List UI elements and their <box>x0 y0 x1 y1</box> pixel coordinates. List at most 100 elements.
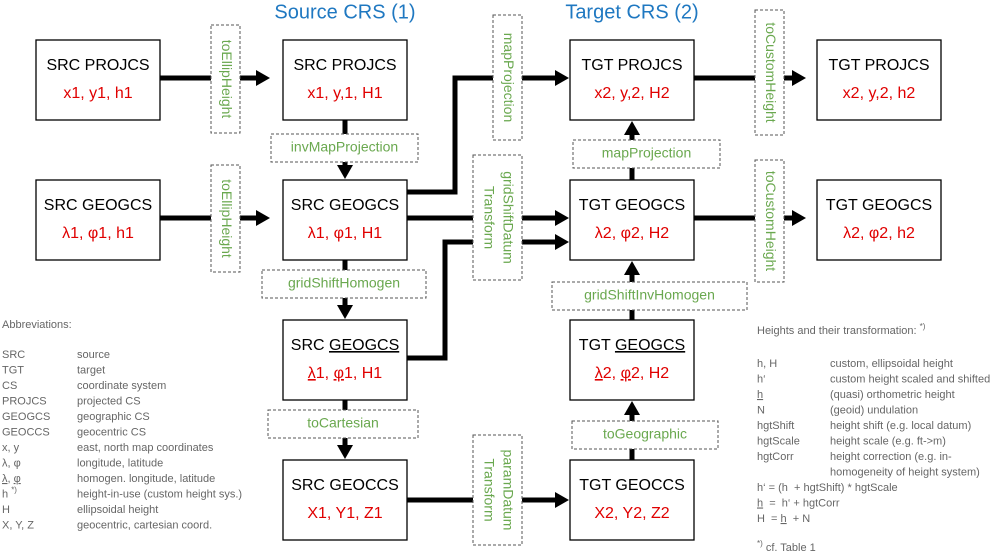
height-term: N <box>757 404 765 416</box>
arrow-head <box>624 261 640 275</box>
crs-coords: λ2, φ2, H2 <box>595 365 670 382</box>
operation-label: paramDatum <box>500 450 516 531</box>
height-meaning: custom height scaled and shifted <box>830 373 990 385</box>
abbreviation-part: φ <box>14 473 21 485</box>
arrow-head <box>555 492 569 508</box>
crs-box <box>282 319 408 401</box>
operation-box <box>267 409 419 439</box>
abbreviation-part: , <box>8 473 14 485</box>
crs-name: TGT PROJCS <box>581 57 682 74</box>
operation-box <box>210 24 241 134</box>
crs-name-part: SRC PROJCS <box>46 57 149 74</box>
height-term-part: hgtScale <box>757 435 800 447</box>
crs-name-part: SRC GEOGCS <box>291 197 399 214</box>
arrow-head <box>555 210 569 226</box>
crs-coords-part: X2, Y2, Z2 <box>594 505 669 522</box>
crs-name: SRC GEOGCS <box>291 337 399 354</box>
height-formula-part: = h‘ + hgtCorr <box>763 497 840 509</box>
height-meaning: height shift (e.g. local datum) <box>830 420 971 432</box>
arrow-head <box>555 234 569 250</box>
height-formula: h‘ = (h + hgtShift) * hgtScale <box>757 482 898 494</box>
crs-box <box>282 459 408 541</box>
crs-name-part: TGT GEOCCS <box>579 477 685 494</box>
crs-coords-part: x1, y,1, H1 <box>307 85 382 102</box>
crs-coords-part: λ1, φ1, h1 <box>62 225 134 242</box>
operation-label: Transform <box>481 458 497 521</box>
crs-box <box>569 39 695 121</box>
height-term-part: N <box>757 404 765 416</box>
arrow-head <box>256 210 270 226</box>
operation-box <box>270 133 419 163</box>
height-formula-part: H = <box>757 513 781 525</box>
height-term: h‘ <box>757 373 766 385</box>
footnote: *) cf. Table 1 <box>757 539 816 554</box>
crs-name: TGT GEOGCS <box>579 337 685 354</box>
crs-coords-part: x2, y,2, H2 <box>594 85 669 102</box>
operation-box <box>472 434 523 546</box>
operation-box <box>492 14 523 141</box>
abbreviation-part: λ, φ <box>2 457 21 469</box>
arrow-head <box>624 401 640 415</box>
arrow-head <box>256 70 270 86</box>
abbreviation-part: *) <box>11 485 17 494</box>
abbreviation: x, y <box>2 442 20 454</box>
operation-box <box>571 420 719 450</box>
crs-name: SRC PROJCS <box>293 57 396 74</box>
abbreviation-meaning: height-in-use (custom height sys.) <box>77 488 242 500</box>
crs-name: SRC GEOGCS <box>291 197 399 214</box>
operation-label: toGeographic <box>603 426 687 442</box>
crs-name-part: SRC <box>291 337 329 354</box>
crs-name-part: GEOGCS <box>615 337 685 354</box>
abbreviation-part: λ <box>2 473 8 485</box>
height-term: h, H <box>757 358 777 370</box>
height-term: hgtCorr <box>757 451 794 463</box>
abbreviation: TGT <box>2 364 24 376</box>
abbreviation-part: TGT <box>2 364 24 376</box>
operation-label: Transform <box>481 186 497 249</box>
abbreviation-meaning: geocentric CS <box>77 426 146 438</box>
operation-box <box>551 281 748 311</box>
crs-box <box>816 39 942 121</box>
crs-coords-part: λ <box>595 365 603 382</box>
operation-box <box>754 159 785 283</box>
crs-name: TGT GEOGCS <box>826 197 932 214</box>
crs-coords-part: x2, y,2, h2 <box>843 85 916 102</box>
crs-name-part: TGT PROJCS <box>828 57 929 74</box>
crs-coords: x2, y,2, h2 <box>843 85 916 102</box>
crs-name: TGT GEOCCS <box>579 477 685 494</box>
heights-title: Heights and their transformation: *) <box>757 322 926 337</box>
crs-coords-part: φ <box>334 365 344 382</box>
operation-label: toEllipHeight <box>219 40 235 119</box>
crs-coords: λ2, φ2, h2 <box>843 225 915 242</box>
height-term-part: h‘ <box>757 373 766 385</box>
abbreviation-part: H <box>2 504 10 516</box>
abbreviation: PROJCS <box>2 395 47 407</box>
crs-name-part: TGT GEOGCS <box>579 197 685 214</box>
abbreviation-meaning: coordinate system <box>77 380 166 392</box>
abbreviations-title: Abbreviations: <box>2 319 72 331</box>
operation-label: gridShiftHomogen <box>288 275 400 291</box>
abbreviation: λ, φ <box>2 473 21 485</box>
crs-name: SRC PROJCS <box>46 57 149 74</box>
abbreviation-meaning: east, north map coordinates <box>77 442 214 454</box>
operation-label: toCustomHeight <box>763 171 779 271</box>
height-meaning: height correction (e.g. in- <box>830 451 952 463</box>
operation-label: gridShiftDatum <box>500 171 516 264</box>
height-formula-part: h <box>781 513 787 525</box>
crs-coords-part: 2, H2 <box>631 365 669 382</box>
abbreviation-part: x, y <box>2 442 20 454</box>
crs-coords-part: λ1, φ1, H1 <box>308 225 383 242</box>
crs-coords: λ2, φ2, H2 <box>595 225 670 242</box>
arrow-head <box>337 165 353 179</box>
abbreviation-part: CS <box>2 380 17 392</box>
heights-title-part: *) <box>920 322 926 331</box>
height-term: hgtScale <box>757 435 800 447</box>
crs-name-part: SRC GEOCCS <box>291 477 399 494</box>
abbreviation-meaning: geocentric, cartesian coord. <box>77 519 212 531</box>
crs-box <box>35 179 161 261</box>
height-formula: H = h + N <box>757 513 810 525</box>
abbreviation-meaning: geographic CS <box>77 411 150 423</box>
crs-box <box>35 39 161 121</box>
abbreviation: H <box>2 504 10 516</box>
